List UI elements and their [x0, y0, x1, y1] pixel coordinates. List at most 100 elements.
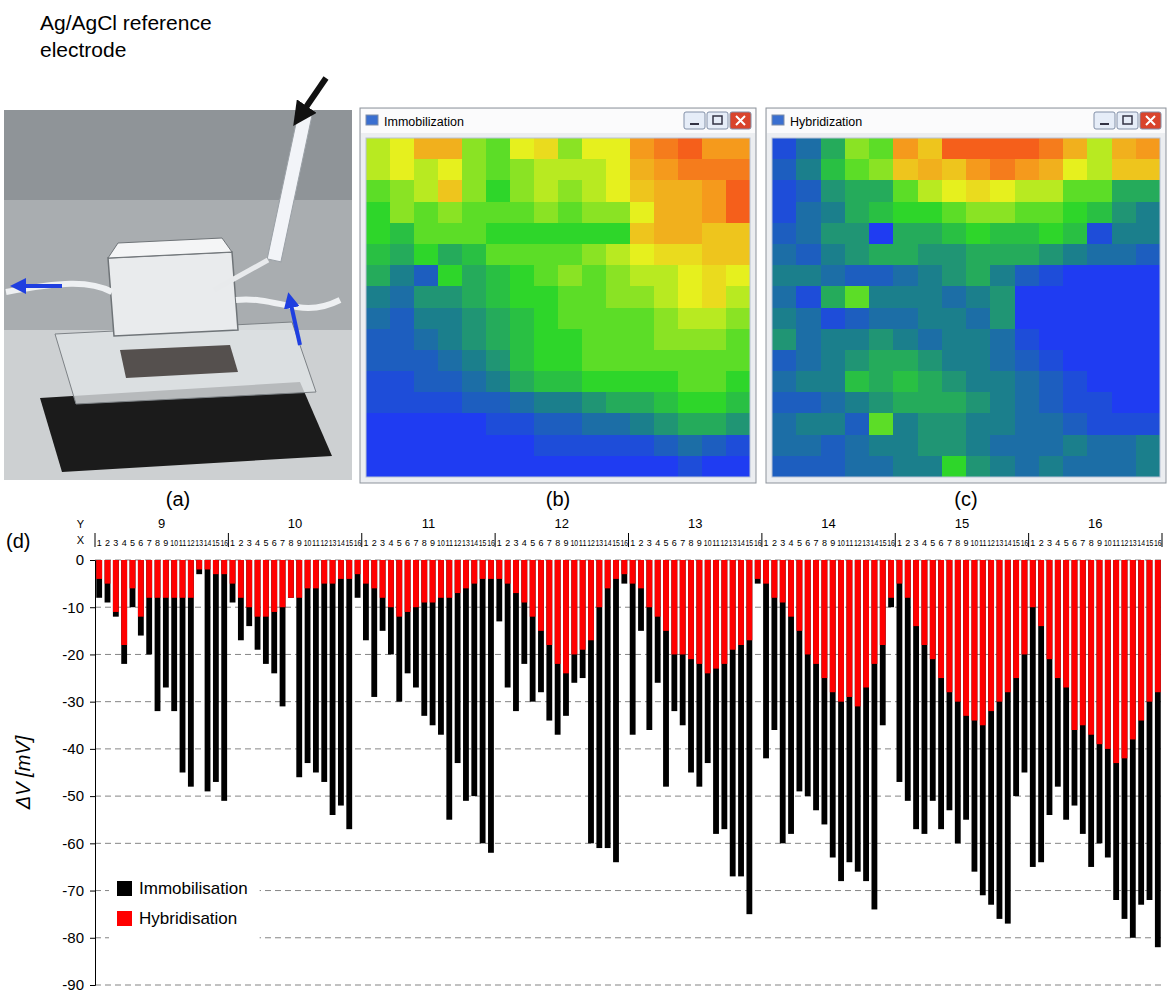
heatmap-cell	[390, 159, 415, 181]
heatmap-cell	[582, 265, 607, 287]
heatmap-cell	[1039, 265, 1064, 287]
bar	[1005, 560, 1011, 692]
bar	[780, 560, 786, 843]
heatmap-cell	[462, 202, 487, 224]
bar	[746, 560, 752, 914]
heatmap-cell	[1087, 223, 1112, 245]
bar	[496, 560, 502, 621]
heatmap-cell	[630, 329, 655, 351]
tick-label: 3	[113, 538, 118, 548]
heatmap-cell	[990, 244, 1015, 266]
heatmap-cell	[534, 371, 559, 393]
heatmap-cell	[1039, 202, 1064, 224]
heatmap-cell	[1039, 371, 1064, 393]
heatmap-cell	[821, 308, 846, 330]
heatmap-cell	[486, 435, 511, 457]
heatmap-cell	[1136, 286, 1160, 308]
heatmap-cell	[796, 435, 821, 457]
heatmap-cell	[558, 286, 583, 308]
heatmap-cell	[726, 159, 750, 181]
bar	[205, 560, 211, 791]
tick-label: 2	[238, 538, 243, 548]
heatmap-cell	[366, 329, 391, 351]
bar	[421, 560, 427, 603]
bar	[280, 560, 286, 706]
heatmap-cell	[534, 392, 559, 414]
heatmap-cell	[462, 159, 487, 181]
heatmap-cell	[582, 456, 607, 477]
heatmap-cell	[821, 180, 846, 202]
heatmap-cell	[558, 202, 583, 224]
tick-label: 16	[887, 538, 895, 548]
x-tick: 9	[1097, 538, 1102, 548]
bar	[1138, 560, 1144, 905]
x-tick: 11	[579, 538, 587, 548]
tick-label: 13	[195, 538, 203, 548]
heatmap-cell	[630, 413, 655, 435]
heatmap-cell	[918, 308, 943, 330]
heatmap-cell	[845, 138, 870, 160]
x-tick: 10	[304, 538, 312, 548]
heatmap-cell	[1063, 159, 1088, 181]
bar	[947, 560, 953, 810]
heatmap-cell	[462, 371, 487, 393]
x-tick: 8	[1089, 538, 1094, 548]
heatmap-cell	[486, 413, 511, 435]
heatmap-cell	[942, 350, 967, 372]
heatmap-cell	[678, 413, 703, 435]
x-tick: 14	[1137, 538, 1145, 548]
heatmap-cell	[821, 244, 846, 266]
heatmap-cell	[630, 371, 655, 393]
bar	[1097, 560, 1103, 744]
tick-label: 12	[1121, 538, 1129, 548]
heatmap-cell	[942, 392, 967, 414]
tick-label: 16	[620, 538, 628, 548]
heatmap-cell	[1015, 350, 1040, 372]
bar	[288, 560, 294, 598]
heatmap-cell	[726, 413, 750, 435]
heatmap-cell	[366, 392, 391, 414]
heatmap-cell	[821, 435, 846, 457]
heatmap-cell	[462, 456, 487, 477]
heatmap-cell	[726, 308, 750, 330]
bar	[155, 560, 161, 598]
heatmap-cell	[893, 329, 918, 351]
bar	[1155, 560, 1161, 692]
heatmap-cell	[390, 371, 415, 393]
bar	[421, 560, 427, 716]
bar	[955, 560, 961, 843]
heatmap-cell	[606, 159, 631, 181]
x-tick: 4	[922, 538, 927, 548]
heatmap-cell	[534, 159, 559, 181]
x-tick: 1	[630, 538, 635, 548]
x-tick: 11	[979, 538, 987, 548]
bar	[221, 560, 227, 574]
heatmap-cell	[702, 223, 727, 245]
tick-label: 1	[97, 538, 102, 548]
y-tick: -10	[62, 599, 95, 616]
electrode-body	[267, 112, 312, 262]
heatmap-cell	[869, 223, 894, 245]
heatmap-cell	[438, 202, 463, 224]
bar	[555, 560, 561, 735]
heatmap-cell	[654, 159, 679, 181]
heatmap-cell	[414, 456, 439, 477]
heatmap-cell	[702, 350, 727, 372]
tick-label: 14	[204, 538, 212, 548]
x-tick: 2	[505, 538, 510, 548]
bar	[655, 560, 661, 617]
heatmap-cell	[1063, 413, 1088, 435]
tick-mark	[90, 702, 95, 703]
bar	[121, 560, 127, 664]
heatmap-cell	[772, 159, 797, 181]
bar	[130, 560, 136, 588]
tick-label: 10	[437, 538, 445, 548]
bar	[913, 560, 919, 626]
heatmap-cell	[869, 435, 894, 457]
heatmap-cell	[893, 138, 918, 160]
heatmap-cell	[390, 286, 415, 308]
heatmap-cell	[990, 202, 1015, 224]
heatmap-cell	[366, 308, 391, 330]
heatmap-cell	[678, 435, 703, 457]
bar	[196, 560, 202, 569]
